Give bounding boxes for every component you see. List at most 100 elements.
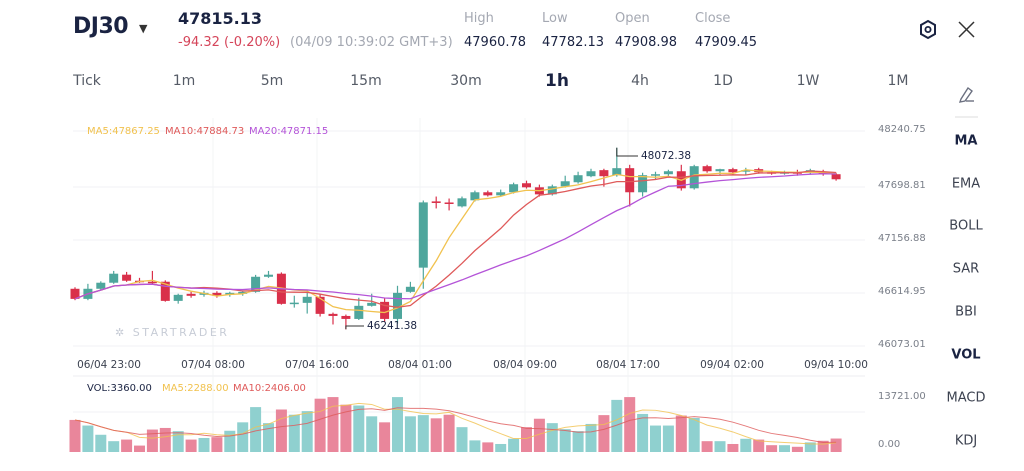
candle-up	[560, 181, 570, 187]
indicator-bbi[interactable]: BBI	[955, 304, 977, 320]
volume-bar	[830, 438, 842, 452]
candle-down	[328, 313, 338, 316]
volume-bar	[546, 423, 558, 452]
tab-1w[interactable]: 1W	[796, 73, 820, 89]
candle-up	[457, 198, 467, 207]
indicator-kdj[interactable]: KDJ	[954, 433, 978, 449]
volume-bar	[404, 416, 416, 452]
indicator-sar[interactable]: SAR	[952, 261, 980, 277]
legend-ma5: MA5:47867.25	[87, 126, 160, 137]
candle-down	[522, 183, 531, 188]
volume-bar	[804, 442, 816, 452]
volume-bar	[159, 427, 171, 452]
candle-up	[173, 294, 183, 301]
settings-icon[interactable]	[920, 19, 936, 40]
candle-up	[354, 305, 364, 319]
indicator-ema[interactable]: EMA	[951, 176, 981, 192]
legend-vol-ma10: MA10:2406.00	[233, 383, 306, 394]
volume-bar	[340, 404, 352, 452]
tab-30m[interactable]: 30m	[450, 73, 482, 89]
volume-bar	[714, 441, 726, 452]
pencil-draw-icon[interactable]	[958, 86, 974, 103]
high-marker-line	[616, 147, 638, 157]
symbol-selector[interactable]: DJ30	[73, 14, 129, 39]
volume-bar	[301, 411, 313, 452]
price-axis-label: 47698.81	[878, 180, 926, 191]
candle-up	[251, 276, 261, 292]
volume-bar	[263, 423, 274, 452]
stat-value-open: 47908.98	[615, 35, 678, 50]
tab-1d[interactable]: 1D	[713, 73, 733, 89]
volume-bar	[430, 418, 442, 452]
volume-bar	[443, 414, 455, 452]
volume-bar	[469, 440, 481, 452]
watermark-logo: ✲ STARTRADER	[115, 326, 230, 339]
indicator-boll[interactable]: BOLL	[949, 218, 983, 234]
candle-up	[238, 291, 248, 294]
volume-bar	[779, 445, 790, 452]
candle-up	[496, 192, 506, 196]
volume-axis-label: 13721.00	[878, 391, 926, 402]
volume-axis-label: 0.00	[878, 439, 901, 450]
ma10-line	[74, 170, 837, 308]
candle-up	[689, 166, 699, 189]
volume-bar	[95, 434, 107, 452]
time-axis-label: 09/04 10:00	[804, 359, 868, 371]
volume-bar	[559, 429, 571, 452]
candle-up	[509, 184, 519, 193]
candle-up	[393, 292, 402, 319]
indicator-macd[interactable]: MACD	[946, 390, 986, 406]
candle-down	[122, 274, 132, 281]
volume-bar	[314, 398, 326, 452]
tab-1h[interactable]: 1h	[545, 71, 569, 91]
time-axis-label: 07/04 08:00	[181, 359, 245, 371]
stat-label-high: High	[464, 11, 494, 26]
candle-down	[212, 292, 222, 296]
caret-down-icon[interactable]: ▼	[139, 22, 148, 35]
time-axis-label: 08/04 01:00	[388, 359, 452, 371]
time-axis-label: 08/04 17:00	[596, 359, 660, 371]
candle-up	[638, 175, 648, 193]
volume-bar	[146, 429, 158, 452]
volume-bar	[662, 425, 674, 452]
volume-bar	[198, 437, 210, 452]
volume-bar	[134, 445, 145, 452]
tab-tick[interactable]: Tick	[73, 73, 101, 89]
volume-bar	[121, 439, 133, 452]
quote-timestamp: (04/09 10:39:02 GMT+3)	[290, 35, 453, 50]
tab-5m[interactable]: 5m	[260, 73, 284, 89]
tab-1m[interactable]: 1M	[887, 73, 909, 89]
stat-value-close: 47909.45	[695, 35, 758, 50]
candle-down	[599, 170, 609, 177]
tab-15m[interactable]: 15m	[350, 73, 382, 89]
volume-bar	[611, 399, 623, 452]
stat-value-high: 47960.78	[464, 35, 527, 50]
volume-bar	[753, 439, 765, 452]
volume-bar	[172, 431, 184, 452]
close-icon[interactable]	[958, 21, 975, 38]
candle-down	[702, 166, 712, 172]
tab-4h[interactable]: 4h	[631, 73, 649, 89]
stat-value-low: 47782.13	[542, 35, 605, 50]
candle-up	[470, 192, 480, 201]
volume-bar	[675, 415, 687, 452]
volume-bar	[108, 441, 120, 452]
volume-bar	[637, 413, 649, 452]
volume-bar	[766, 445, 778, 452]
volume-bar	[82, 425, 94, 452]
indicator-ma[interactable]: MA	[954, 133, 978, 149]
volume-bar	[211, 437, 223, 452]
volume-bar	[533, 418, 545, 452]
stat-label-low: Low	[542, 11, 568, 26]
candle-down	[483, 192, 493, 196]
tab-1m[interactable]: 1m	[172, 73, 196, 89]
candle-up	[741, 170, 751, 172]
volume-bar	[521, 427, 532, 452]
volume-bar	[417, 415, 429, 452]
low-marker-line	[345, 325, 364, 330]
candle-down	[831, 174, 841, 180]
time-axis-label: 08/04 09:00	[493, 359, 557, 371]
volume-bar	[379, 422, 391, 452]
indicator-vol[interactable]: VOL	[951, 347, 981, 363]
